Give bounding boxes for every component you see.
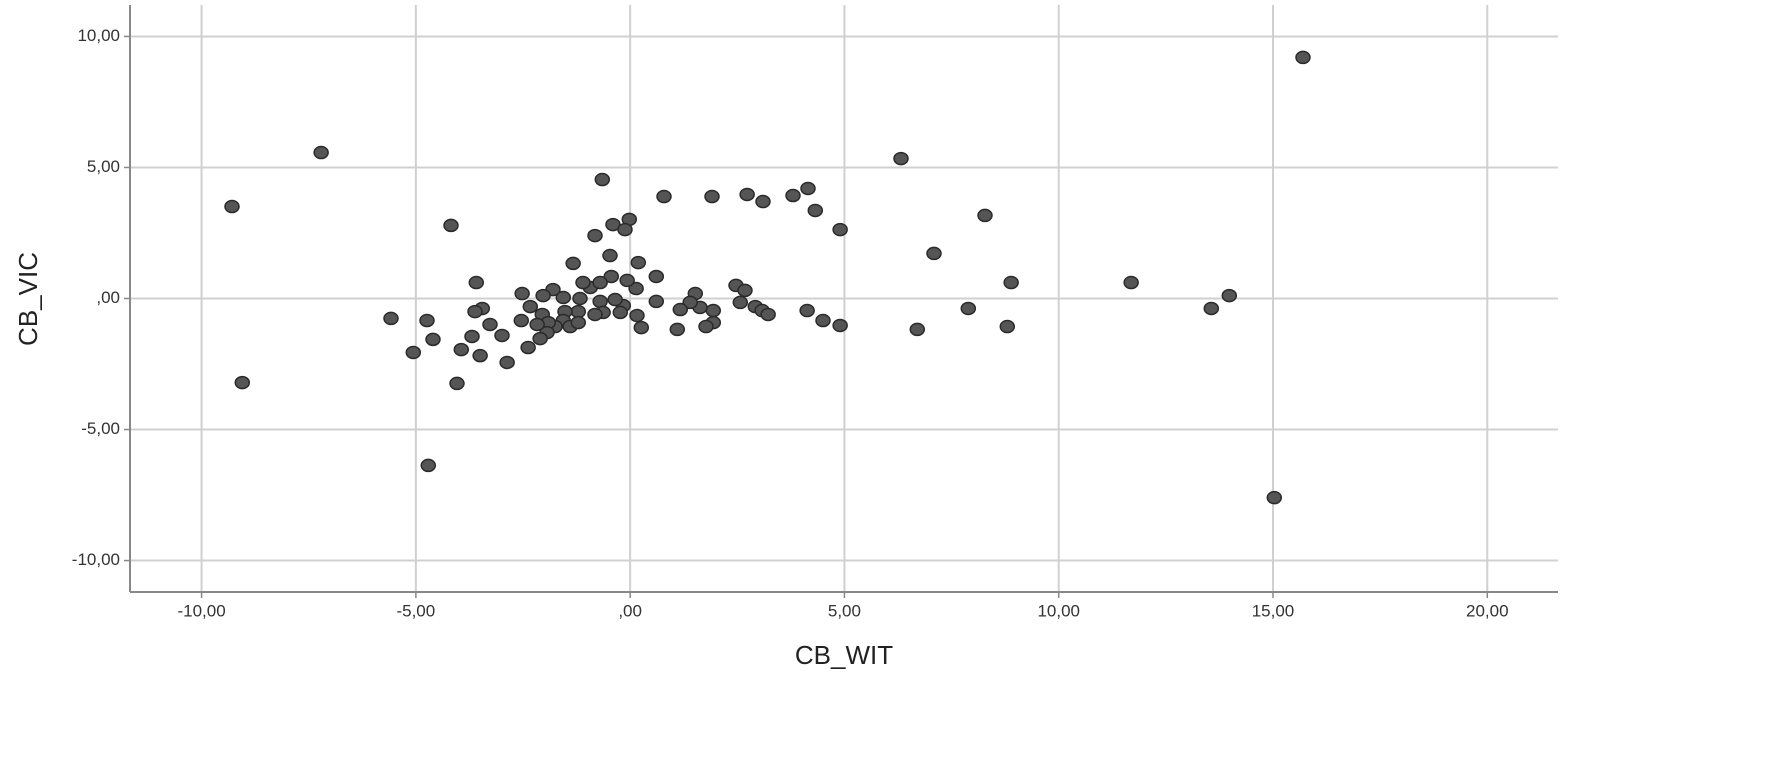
point: [565, 256, 581, 271]
point: [405, 345, 422, 360]
point: [482, 317, 498, 332]
point: [575, 275, 591, 290]
point: [648, 269, 665, 284]
point: [443, 218, 459, 233]
point: [1003, 275, 1019, 290]
point: [535, 288, 551, 303]
point: [1123, 275, 1139, 290]
point: [815, 313, 831, 328]
point: [926, 246, 942, 261]
point: [570, 315, 587, 330]
y-axis-title: CB_VIC: [13, 252, 43, 346]
x-tick-label: 10,00: [1037, 601, 1080, 620]
point: [800, 181, 816, 196]
x-tick-label: 15,00: [1252, 601, 1295, 620]
y-tick-label: 5,00: [87, 157, 120, 176]
point: [592, 275, 608, 290]
y-tick-label: -5,00: [81, 419, 120, 438]
point: [628, 281, 644, 296]
y-tick-label: -10,00: [72, 550, 120, 569]
point: [630, 255, 647, 270]
point: [785, 188, 801, 203]
point: [383, 311, 399, 326]
point: [464, 329, 480, 344]
x-tick-label: -5,00: [396, 601, 435, 620]
point: [1203, 301, 1220, 316]
x-axis-title: CB_WIT: [795, 640, 893, 670]
point: [960, 301, 977, 316]
point: [607, 292, 623, 307]
point: [893, 151, 909, 166]
point: [999, 319, 1016, 334]
x-tick-label: 20,00: [1466, 601, 1509, 620]
point: [467, 304, 483, 319]
point: [760, 307, 776, 322]
y-tick-label: 10,00: [77, 26, 120, 45]
point: [587, 307, 603, 322]
point: [572, 291, 588, 306]
x-tick-label: ,00: [618, 601, 642, 620]
point: [592, 294, 608, 309]
point: [603, 269, 620, 284]
point: [494, 328, 510, 343]
point: [499, 355, 515, 370]
point: [977, 208, 993, 223]
point: [698, 319, 714, 334]
point: [522, 299, 539, 314]
point: [909, 322, 926, 337]
point: [449, 376, 465, 391]
point: [529, 317, 545, 332]
point: [669, 322, 686, 337]
x-tick-label: -10,00: [177, 601, 225, 620]
point: [1295, 50, 1311, 65]
point: [612, 305, 629, 320]
point: [532, 331, 548, 346]
point: [453, 342, 470, 357]
point: [1266, 490, 1283, 505]
point: [629, 308, 645, 323]
point: [656, 189, 672, 204]
point: [832, 318, 848, 333]
point: [1221, 288, 1238, 303]
point: [419, 313, 435, 328]
point: [633, 320, 650, 335]
point: [704, 189, 720, 204]
point: [472, 348, 488, 363]
point: [807, 203, 824, 218]
point: [234, 375, 251, 390]
point: [672, 302, 689, 317]
point: [513, 313, 530, 328]
point: [570, 304, 587, 319]
point: [468, 275, 485, 290]
point: [594, 172, 611, 187]
point: [313, 145, 329, 160]
point: [682, 295, 698, 310]
point: [520, 340, 536, 355]
point: [732, 295, 749, 310]
point: [602, 248, 618, 263]
point: [705, 303, 722, 318]
point: [648, 294, 665, 309]
point: [832, 222, 848, 237]
point: [224, 199, 240, 214]
point: [619, 273, 635, 288]
x-tick-label: 5,00: [828, 601, 861, 620]
point: [739, 187, 755, 202]
y-tick-label: ,00: [96, 288, 120, 307]
point: [737, 283, 753, 298]
point: [514, 286, 530, 301]
point: [420, 458, 437, 473]
point: [755, 194, 771, 209]
point: [425, 332, 441, 347]
point: [799, 303, 815, 318]
point: [555, 290, 572, 305]
point: [617, 222, 633, 237]
point: [587, 228, 603, 243]
